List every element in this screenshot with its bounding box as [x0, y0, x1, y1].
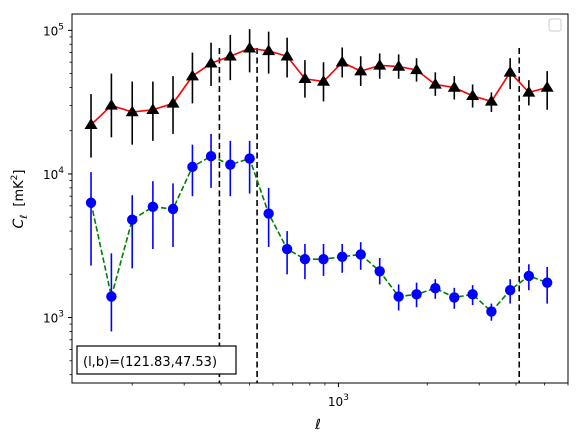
y-label-superscript: 2	[10, 175, 20, 181]
data-point	[147, 201, 159, 213]
data-point	[486, 306, 497, 317]
data-point	[146, 103, 160, 114]
data-point	[354, 64, 368, 76]
data-point	[484, 94, 498, 106]
data-point	[84, 118, 98, 130]
tick-base: 10	[43, 24, 58, 38]
data-point	[125, 105, 139, 117]
data-point	[104, 98, 118, 110]
data-point	[449, 292, 460, 303]
tick-exponent: 3	[343, 393, 349, 403]
data-point	[127, 214, 138, 225]
y-label-unit: [mK	[12, 180, 27, 207]
data-point	[393, 291, 404, 302]
data-point	[298, 72, 312, 84]
data-point	[204, 56, 218, 68]
data-point	[85, 197, 97, 208]
y-label-close: ]	[12, 170, 27, 175]
data-point	[428, 77, 442, 89]
y-tick-label: 105	[43, 22, 64, 38]
legend-box	[548, 18, 562, 32]
data-point	[223, 49, 237, 61]
data-point	[335, 55, 349, 67]
data-point	[337, 251, 348, 262]
data-point	[411, 289, 422, 300]
y-axis-label: Cℓ [mK2]	[10, 170, 30, 229]
data-point	[185, 69, 199, 81]
data-point	[523, 270, 535, 282]
annotation: (l,b)=(121.83,47.53)	[76, 345, 237, 375]
data-point	[447, 80, 461, 92]
data-point	[166, 96, 180, 108]
x-tick-label: 103	[328, 393, 349, 409]
data-point	[318, 253, 329, 265]
y-label-symbol: C	[11, 219, 27, 229]
data-point	[205, 150, 217, 162]
y-label-subscript: ℓ	[19, 215, 30, 219]
data-point	[374, 266, 385, 277]
data-point	[392, 60, 406, 71]
data-point	[299, 253, 311, 265]
data-point	[430, 283, 441, 294]
data-point	[503, 65, 517, 77]
data-point	[540, 80, 554, 92]
data-point	[187, 161, 198, 173]
data-point	[316, 75, 330, 86]
data-point	[225, 159, 236, 170]
data-point	[280, 49, 294, 61]
data-point	[106, 291, 117, 302]
data-point	[167, 203, 179, 215]
tick-exponent: 3	[58, 310, 64, 320]
annotation-text: (l,b)=(121.83,47.53)	[83, 355, 217, 370]
data-point	[522, 85, 536, 97]
tick-base: 10	[328, 395, 343, 409]
data-point	[243, 41, 257, 53]
data-point	[410, 63, 424, 75]
series-1	[85, 133, 553, 332]
data-point	[244, 153, 255, 164]
tick-base: 10	[43, 312, 58, 326]
data-point	[281, 243, 293, 255]
annotation-box	[76, 345, 237, 375]
data-point	[466, 89, 480, 101]
tick-exponent: 5	[58, 22, 64, 32]
data-point	[541, 277, 553, 288]
data-layer	[84, 29, 554, 383]
x-axis-label: ℓ	[314, 417, 321, 433]
data-point	[262, 44, 276, 56]
data-point	[504, 285, 516, 296]
tick-exponent: 4	[58, 166, 64, 176]
y-tick-label: 103	[43, 310, 64, 326]
data-point	[263, 208, 274, 219]
tick-base: 10	[43, 168, 58, 182]
plot-area-frame	[71, 13, 569, 384]
data-point	[467, 289, 478, 300]
data-point	[355, 249, 366, 260]
y-tick-label: 104	[43, 166, 64, 182]
data-point	[373, 58, 387, 70]
series-0	[84, 29, 554, 158]
